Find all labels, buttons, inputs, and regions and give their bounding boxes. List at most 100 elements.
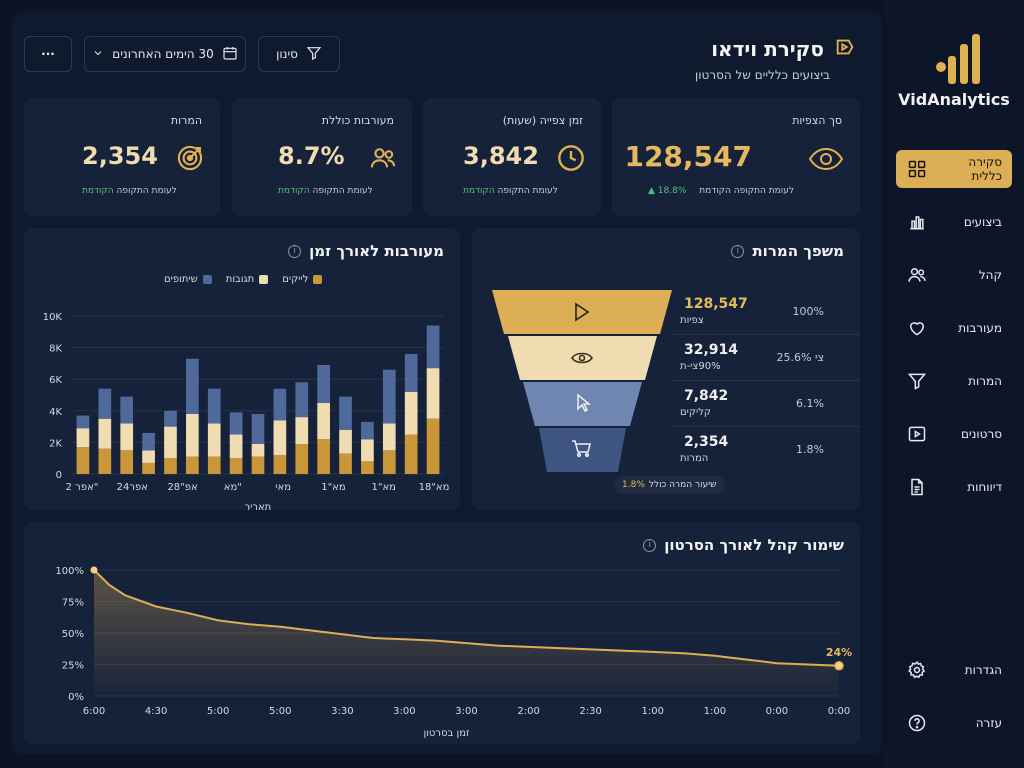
x-tick-label: 5:00 bbox=[207, 706, 229, 717]
retention-card: שימור קהל לאורך הסרטון i 0% 25% 50% 75% 100%… bbox=[24, 522, 860, 744]
funnel-label: צפיות bbox=[680, 315, 704, 326]
y-tick-label: 0% bbox=[68, 692, 84, 703]
x-tick-label: 3:00 bbox=[455, 706, 477, 717]
funnel-stage-watch bbox=[508, 336, 657, 380]
sidebar-item-reports[interactable]: דיווחות bbox=[896, 468, 1012, 506]
conversion-rate-badge: שיעור המרה כולל 1.8% bbox=[614, 476, 725, 494]
x-tick-label: מא"1 bbox=[371, 482, 395, 493]
video-icon bbox=[906, 423, 928, 445]
sidebar-item-audience[interactable]: קהל bbox=[896, 256, 1012, 294]
bar-segment bbox=[382, 423, 396, 451]
x-tick-label: 1:00 bbox=[704, 706, 726, 717]
more-options-button[interactable]: ··· bbox=[24, 36, 72, 72]
bar-segment bbox=[339, 453, 352, 474]
sidebar-item-performance[interactable]: ביצועים bbox=[896, 203, 1012, 241]
kpi-label: מעורבות כוללת bbox=[321, 114, 394, 127]
bar-segment bbox=[164, 458, 177, 474]
bar-segment bbox=[186, 358, 199, 414]
y-tick-label: 75% bbox=[62, 598, 84, 609]
bar-segment bbox=[382, 369, 396, 424]
info-icon[interactable]: i bbox=[288, 244, 302, 258]
x-tick-label: 3:00 bbox=[393, 706, 415, 717]
sidebar-item-engagement[interactable]: מעורבות bbox=[896, 309, 1012, 347]
section-title: משפך המרות i bbox=[731, 242, 844, 260]
x-tick-label: 6:00 bbox=[83, 706, 105, 717]
funnel-row: 32,914 90%צי-ת 25.6% צי bbox=[672, 336, 842, 380]
kpi-value: 128,547 bbox=[624, 140, 752, 173]
filter-button[interactable]: סינון bbox=[258, 36, 340, 72]
gear-icon bbox=[906, 659, 928, 681]
document-icon bbox=[906, 476, 928, 498]
x-tick-label: 0:00 bbox=[828, 706, 850, 717]
funnel-row: 2,354 המרות 1.8% bbox=[672, 428, 842, 472]
bar-segment bbox=[404, 434, 418, 474]
page-subtitle: ביצועים כלליים של הסרטון bbox=[695, 68, 830, 82]
bar-segment bbox=[120, 423, 134, 451]
info-icon[interactable]: i bbox=[731, 244, 745, 258]
funnel-row: 7,842 קליקים 6.1% bbox=[672, 382, 842, 426]
engagement-bar-chart: 0 2K 4K 6K 8K 10K אפר 2" אפר24 אפ"28 מא" מאי מא"1 מא… bbox=[43, 312, 450, 510]
y-tick-label: 8K bbox=[49, 344, 62, 355]
kpi-delta: 18.8% ▲ bbox=[648, 186, 687, 196]
sidebar-item-label: דיווחות bbox=[967, 480, 1002, 494]
bar-segment bbox=[295, 443, 309, 474]
bar-segment bbox=[251, 456, 265, 474]
funnel-card: משפך המרות i 128,547 צפיות 100% 32,914 9… bbox=[472, 228, 860, 510]
sidebar-item-overview[interactable]: סקירה כללית bbox=[896, 150, 1012, 188]
bar-segment bbox=[251, 413, 265, 444]
chevron-down-icon bbox=[92, 47, 104, 62]
chart-legend: לייקים תגובות שיתופים bbox=[164, 274, 323, 285]
retention-area bbox=[94, 570, 839, 696]
retention-line bbox=[93, 569, 840, 667]
kpi-label: זמן צפייה (שעות) bbox=[502, 114, 583, 127]
funnel-stage-views bbox=[492, 290, 672, 334]
sidebar-item-conversions[interactable]: המרות bbox=[896, 362, 1012, 400]
sidebar-item-label: המרות bbox=[968, 374, 1002, 388]
play-icon bbox=[575, 302, 590, 322]
kpi-watch-time: זמן צפייה (שעות) 3,842 לעומת התקופה הקוד… bbox=[423, 98, 601, 216]
funnel-pct: 100% bbox=[792, 305, 824, 318]
bar-segment bbox=[295, 382, 309, 418]
legend-item-shares: שיתופים bbox=[164, 274, 212, 285]
bar-segment bbox=[120, 396, 134, 424]
bar-segment bbox=[229, 434, 243, 459]
kpi-note: לעומת התקופה הקודמת bbox=[82, 186, 177, 196]
bar-segment bbox=[426, 418, 440, 474]
bar-segment bbox=[98, 418, 112, 449]
funnel-stage-clicks bbox=[523, 382, 642, 426]
x-axis-title: תאריך bbox=[245, 502, 272, 510]
x-tick-label: 4:30 bbox=[145, 706, 167, 717]
x-tick-label: אפר24 bbox=[117, 482, 148, 493]
kpi-engagement: מעורבות כוללת 8.7% לעומת התקופה הקודמת bbox=[232, 98, 412, 216]
bar-segment bbox=[361, 461, 374, 474]
funnel-label: 90%צי-ת bbox=[680, 361, 721, 372]
cart-icon bbox=[572, 440, 591, 458]
grid-icon bbox=[906, 158, 928, 180]
x-tick-label: 1:00 bbox=[642, 706, 664, 717]
date-range-select[interactable]: 30 הימים האחרונים bbox=[84, 36, 246, 72]
bar-segment bbox=[207, 423, 221, 457]
sidebar-item-videos[interactable]: סרטונים bbox=[896, 415, 1012, 453]
eye-icon bbox=[571, 352, 593, 364]
bar-segment bbox=[76, 428, 90, 448]
x-tick-label: 0:00 bbox=[766, 706, 788, 717]
bar-segment bbox=[142, 432, 155, 451]
bar-segment bbox=[164, 426, 177, 459]
info-icon[interactable]: i bbox=[643, 538, 657, 552]
sidebar-item-settings[interactable]: הגדרות bbox=[896, 651, 1012, 689]
funnel-value: 128,547 bbox=[684, 296, 748, 312]
sidebar-item-help[interactable]: עזרה bbox=[896, 704, 1012, 742]
video-play-icon bbox=[834, 36, 856, 62]
bar-segment bbox=[317, 364, 330, 403]
funnel-value: 32,914 bbox=[684, 342, 739, 358]
bar-segment bbox=[361, 439, 374, 462]
kpi-note: לעומת התקופה הקודמת bbox=[278, 186, 373, 196]
bar-segment bbox=[426, 325, 440, 369]
bar-segment bbox=[273, 388, 287, 421]
engagement-card: מעורבות לאורך זמן i לייקים תגובות שיתופי… bbox=[24, 228, 460, 510]
heart-icon bbox=[906, 317, 928, 339]
funnel-pct: 25.6% צי bbox=[776, 351, 824, 364]
sidebar-item-label: קהל bbox=[978, 268, 1002, 282]
y-tick-label: 6K bbox=[49, 375, 62, 386]
bar-segment bbox=[339, 396, 352, 430]
